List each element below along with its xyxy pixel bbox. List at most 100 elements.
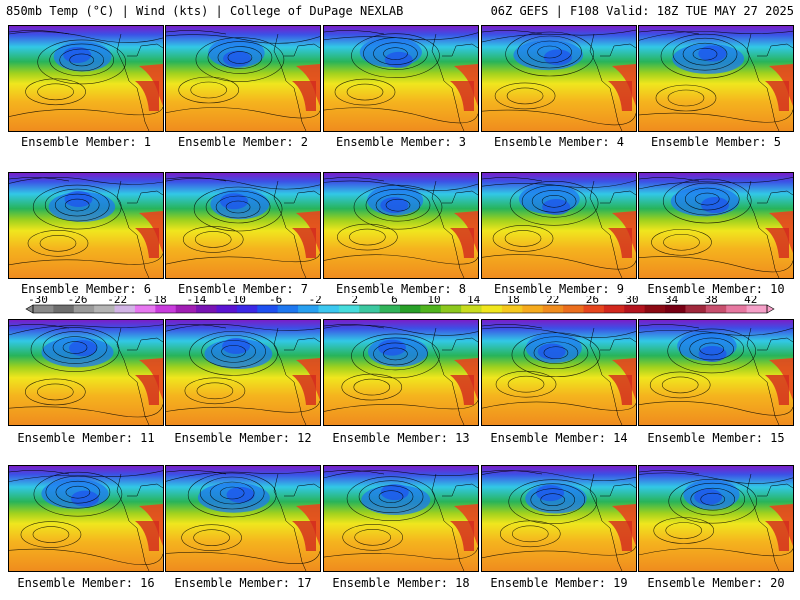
ensemble-panel-2[interactable] — [165, 25, 321, 132]
colorbar-swatch — [155, 305, 177, 313]
colorbar-tick-label: 22 — [546, 296, 559, 306]
ensemble-member-label: Ensemble Member: 12 — [174, 431, 312, 445]
temperature-map — [324, 320, 478, 425]
colorbar-swatch — [298, 305, 319, 313]
temperature-map — [166, 466, 320, 571]
temperature-map — [9, 173, 163, 278]
temperature-colorbar: -30 -26 -22 -18 -14 -10 -6 -2 2 6 10 14 18 22 26 30 34 38… — [0, 296, 800, 320]
colorbar-swatch — [175, 305, 197, 313]
colorbar-swatch — [644, 305, 666, 313]
temperature-map — [639, 466, 793, 571]
ensemble-panel-16[interactable] — [8, 465, 164, 572]
colorbar-swatch — [196, 305, 217, 313]
ensemble-panel-7[interactable] — [165, 172, 321, 279]
colorbar-swatch — [318, 305, 340, 313]
colorbar-swatch — [33, 305, 54, 313]
colorbar-swatch — [236, 305, 258, 313]
ensemble-panel-4[interactable] — [481, 25, 637, 132]
temperature-map — [166, 26, 320, 131]
colorbar-swatch — [359, 305, 381, 313]
colorbar-outline — [32, 304, 768, 314]
colorbar-tick-label: 30 — [625, 296, 638, 306]
colorbar-swatch — [705, 305, 727, 313]
colorbar-swatch — [53, 305, 75, 313]
colorbar-swatch — [114, 305, 136, 313]
ensemble-panel-1[interactable] — [8, 25, 164, 132]
colorbar-swatch — [542, 305, 564, 313]
colorbar-swatch — [257, 305, 279, 313]
colorbar-swatch — [94, 305, 116, 313]
ensemble-panel-17[interactable] — [165, 465, 321, 572]
colorbar-swatch — [746, 305, 768, 313]
colorbar-graphic: -30 -26 -22 -18 -14 -10 -6 -2 2 6 10 14 18 22 26 30 34 38… — [25, 296, 775, 314]
colorbar-swatch — [624, 305, 646, 313]
colorbar-tick-label: 38 — [705, 296, 718, 306]
ensemble-panel-8[interactable] — [323, 172, 479, 279]
ensemble-panel-13[interactable] — [323, 319, 479, 426]
ensemble-panel-5[interactable] — [638, 25, 794, 132]
ensemble-panel-18[interactable] — [323, 465, 479, 572]
ensemble-member-label: Ensemble Member: 8 — [335, 282, 467, 296]
temperature-map — [324, 173, 478, 278]
ensemble-panel-12[interactable] — [165, 319, 321, 426]
colorbar-swatch — [481, 305, 503, 313]
temperature-map — [166, 320, 320, 425]
temperature-map — [482, 466, 636, 571]
ensemble-panel-14[interactable] — [481, 319, 637, 426]
colorbar-swatch — [685, 305, 707, 313]
colorbar-low-arrow — [25, 304, 34, 314]
ensemble-member-label: Ensemble Member: 10 — [647, 282, 785, 296]
colorbar-swatch — [665, 305, 686, 313]
ensemble-panel-9[interactable] — [481, 172, 637, 279]
colorbar-swatch — [563, 305, 584, 313]
ensemble-member-label: Ensemble Member: 20 — [647, 576, 785, 590]
ensemble-member-label: Ensemble Member: 13 — [332, 431, 470, 445]
ensemble-panel-6[interactable] — [8, 172, 164, 279]
temperature-map — [639, 320, 793, 425]
ensemble-panel-19[interactable] — [481, 465, 637, 572]
temperature-map — [639, 26, 793, 131]
temperature-map — [324, 466, 478, 571]
ensemble-panel-20[interactable] — [638, 465, 794, 572]
colorbar-tick-label: -30 — [28, 296, 48, 306]
colorbar-tick-label: 2 — [351, 296, 358, 306]
colorbar-swatch — [338, 305, 360, 313]
ensemble-member-label: Ensemble Member: 17 — [174, 576, 312, 590]
colorbar-tick-label: -18 — [147, 296, 167, 306]
ensemble-member-label: Ensemble Member: 18 — [332, 576, 470, 590]
ensemble-panel-15[interactable] — [638, 319, 794, 426]
colorbar-tick-label: 18 — [507, 296, 520, 306]
temperature-map — [166, 173, 320, 278]
valid-time-title: 06Z GEFS | F108 Valid: 18Z TUE MAY 27 20… — [490, 4, 794, 18]
colorbar-tick-label: 34 — [665, 296, 679, 306]
colorbar-tick-label: -22 — [107, 296, 127, 306]
ensemble-member-label: Ensemble Member: 3 — [335, 135, 467, 149]
colorbar-tick-label: 6 — [391, 296, 398, 306]
colorbar-tick-label: -26 — [68, 296, 88, 306]
colorbar-swatch — [583, 305, 605, 313]
colorbar-tick-label: -6 — [269, 296, 282, 306]
temperature-map — [482, 173, 636, 278]
ensemble-member-label: Ensemble Member: 7 — [177, 282, 309, 296]
colorbar-tick-label: 26 — [586, 296, 599, 306]
colorbar-swatch — [277, 305, 299, 313]
ensemble-member-label: Ensemble Member: 19 — [490, 576, 628, 590]
colorbar-tick-label: -10 — [226, 296, 246, 306]
product-title: 850mb Temp (°C) | Wind (kts) | College o… — [6, 4, 404, 18]
ensemble-member-label: Ensemble Member: 6 — [20, 282, 152, 296]
ensemble-member-label: Ensemble Member: 14 — [490, 431, 628, 445]
ensemble-member-label: Ensemble Member: 2 — [177, 135, 309, 149]
colorbar-swatch — [440, 305, 462, 313]
colorbar-swatch — [400, 305, 421, 313]
colorbar-swatch — [73, 305, 95, 313]
colorbar-swatch — [216, 305, 238, 313]
ensemble-member-label: Ensemble Member: 11 — [17, 431, 155, 445]
ensemble-panel-11[interactable] — [8, 319, 164, 426]
colorbar-swatch — [461, 305, 483, 313]
colorbar-swatch — [726, 305, 748, 313]
colorbar-swatch — [603, 305, 625, 313]
ensemble-panel-10[interactable] — [638, 172, 794, 279]
ensemble-panel-3[interactable] — [323, 25, 479, 132]
ensemble-member-label: Ensemble Member: 1 — [20, 135, 152, 149]
ensemble-member-label: Ensemble Member: 9 — [493, 282, 625, 296]
